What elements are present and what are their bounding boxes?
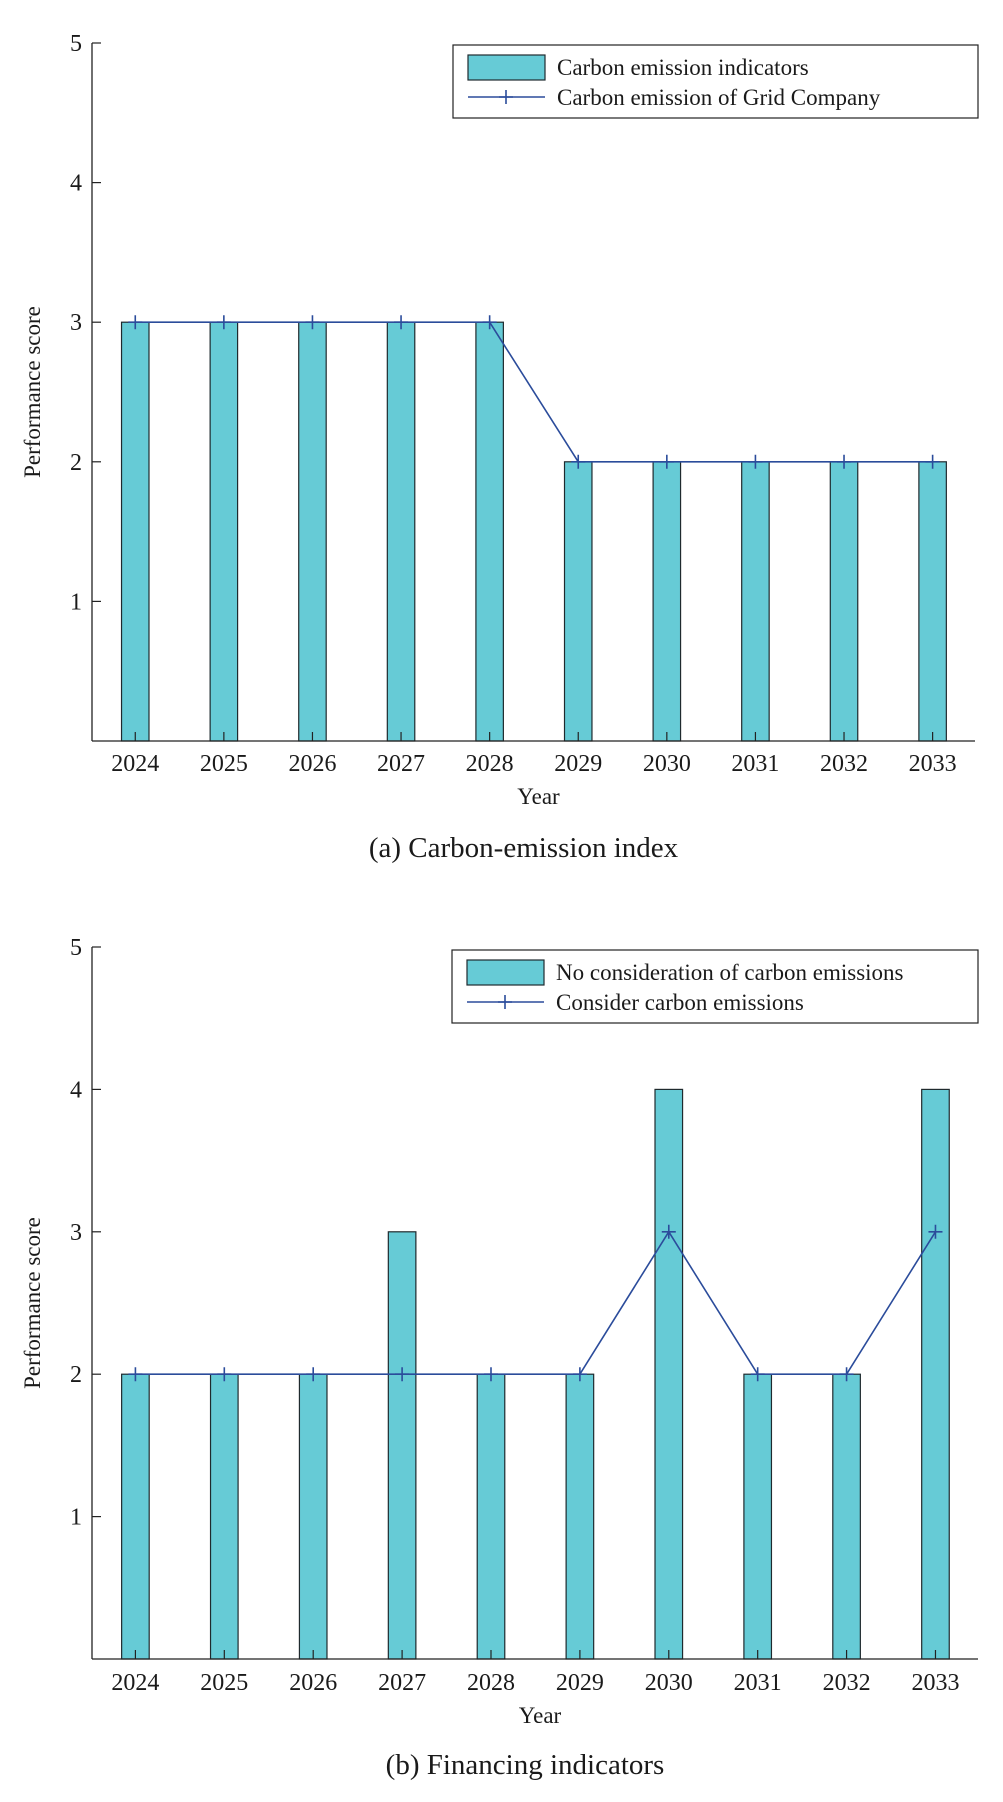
chart-a-y-tick-label: 1 (70, 589, 82, 615)
chart-b-y-tick-label: 5 (70, 935, 82, 961)
chart-b-y-tick-label: 3 (70, 1220, 82, 1246)
chart-b-x-tick-label-2031: 2031 (734, 1670, 782, 1696)
chart-b-line-point-2033 (928, 1224, 943, 1239)
chart-b-line-point-2030 (661, 1224, 676, 1239)
chart-b-line-point-2031 (750, 1367, 765, 1382)
chart-a-x-tick-label-2028: 2028 (466, 751, 514, 777)
chart-b-bar-2033 (921, 1088, 950, 1660)
chart-b-x-tick-label-2026: 2026 (289, 1670, 337, 1696)
chart-b-y-tick-label: 1 (70, 1505, 82, 1531)
chart-a-bar-2031 (741, 461, 770, 742)
chart-a-bar-2026 (298, 321, 327, 742)
chart-b-bar-2025 (209, 1373, 239, 1660)
chart-b-caption: (b) Financing indicators (386, 1749, 665, 1781)
chart-a-x-tick-label-2031: 2031 (731, 751, 779, 777)
chart-a-line-point-2027 (394, 315, 409, 330)
chart-b-x-tick-label-2028: 2028 (467, 1670, 515, 1696)
chart-a-line-point-2026 (305, 315, 320, 330)
chart-a-x-tick-label-2032: 2032 (820, 751, 868, 777)
chart-a-legend-line-marker (499, 90, 513, 104)
chart-a-line-point-2025 (216, 315, 231, 330)
chart-b-line-point-2029 (572, 1367, 587, 1382)
chart-a-line-point-2030 (659, 454, 674, 469)
chart-a-legend-label-bar: Carbon emission indicators (557, 55, 809, 80)
chart-a-line-point-2031 (748, 454, 763, 469)
chart-b-bar-2028 (476, 1373, 506, 1660)
chart-a-bar-2032 (829, 461, 859, 742)
chart-b-line-series (135, 1230, 937, 1375)
chart-b-legend-label-bar: No consideration of carbon emissions (556, 960, 904, 985)
chart-b-x-tick-label-2024: 2024 (111, 1670, 159, 1696)
chart-a-x-tick-label-2027: 2027 (377, 751, 425, 777)
chart-a-bar-2030 (652, 461, 682, 742)
chart-b-x-tick-label-2030: 2030 (645, 1670, 693, 1696)
chart-b-y-axis-label: Performance score (20, 1217, 45, 1389)
chart-b-legend-bar-swatch (466, 959, 545, 986)
chart-a-x-tick-label-2033: 2033 (909, 751, 957, 777)
chart-a-y-tick-label: 4 (70, 171, 82, 197)
chart-b-bar-2027 (387, 1231, 417, 1660)
chart-a-y-tick-label: 3 (70, 310, 82, 336)
chart-b-bar-2026 (298, 1373, 328, 1660)
chart-a-bar-2027 (386, 321, 416, 742)
chart-b-x-tick-label-2029: 2029 (556, 1670, 604, 1696)
chart-b-legend: No consideration of carbon emissions Cons… (451, 949, 979, 1024)
chart-b-line-point-2026 (306, 1367, 321, 1382)
chart-a-bar-2028 (475, 321, 504, 742)
chart-a-x-tick-label-2030: 2030 (643, 751, 691, 777)
chart-b-y-tick-label: 4 (70, 1077, 82, 1103)
chart-b-line-point-2032 (839, 1367, 854, 1382)
chart-a-legend: Carbon emission indicators Carbon emissio… (452, 44, 979, 119)
chart-a-line-point-2024 (128, 315, 143, 330)
chart-b-line-point-2028 (483, 1367, 498, 1382)
chart-b-legend-line-marker (498, 995, 512, 1009)
chart-a-caption: (a) Carbon-emission index (369, 832, 679, 864)
chart-a-y-axis-label: Performance score (20, 306, 45, 478)
chart-a-bar-2025 (209, 321, 239, 742)
chart-a-line-point-2033 (925, 454, 940, 469)
chart-a-legend-bar-swatch (467, 54, 546, 81)
chart-financing-indicators: 1 2 3 4 5 2024 2025 2026 2027 2028 2029 2030 2031 203… (20, 935, 979, 1781)
chart-b-bar-2030 (654, 1088, 684, 1660)
chart-a-bar-2033 (918, 461, 947, 742)
chart-a-x-tick-label-2024: 2024 (111, 751, 159, 777)
chart-b-bar-2032 (832, 1373, 861, 1660)
chart-b-x-tick-label-2027: 2027 (378, 1670, 426, 1696)
chart-a-line-series (135, 321, 933, 463)
chart-b-x-tick-label-2025: 2025 (200, 1670, 248, 1696)
chart-a-y-tick-label: 5 (70, 31, 82, 57)
chart-a-bar-2029 (563, 461, 593, 742)
chart-a-x-tick-label-2026: 2026 (288, 751, 336, 777)
chart-b-line-point-2024 (128, 1367, 143, 1382)
chart-a-bar-2024 (120, 321, 150, 742)
chart-a-y-tick-label: 2 (70, 450, 82, 476)
chart-b-y-tick-label: 2 (70, 1362, 82, 1388)
chart-b-line-point-2025 (217, 1367, 232, 1382)
chart-b-bar-2031 (743, 1373, 773, 1660)
chart-a-x-tick-label-2025: 2025 (200, 751, 248, 777)
chart-a-x-tick-label-2029: 2029 (554, 751, 602, 777)
chart-a-line-point-2029 (571, 454, 586, 469)
chart-b-x-tick-label-2033: 2033 (911, 1670, 959, 1696)
chart-a-legend-label-line: Carbon emission of Grid Company (557, 85, 881, 110)
chart-b-line-point-2027 (395, 1367, 410, 1382)
chart-a-x-axis-label: Year (517, 784, 560, 809)
chart-b-bar-2024 (121, 1373, 150, 1660)
chart-a-line-point-2032 (837, 454, 852, 469)
chart-carbon-emission-index: 1 2 3 4 5 2024 2025 2026 2027 2028 2029 2030 2031 203… (20, 31, 979, 864)
chart-b-bar-2029 (565, 1373, 595, 1660)
chart-b-legend-label-line: Consider carbon emissions (556, 990, 804, 1015)
chart-a-line-point-2028 (482, 315, 497, 330)
chart-b-x-axis-label: Year (519, 1703, 562, 1728)
chart-b-x-tick-label-2032: 2032 (823, 1670, 871, 1696)
